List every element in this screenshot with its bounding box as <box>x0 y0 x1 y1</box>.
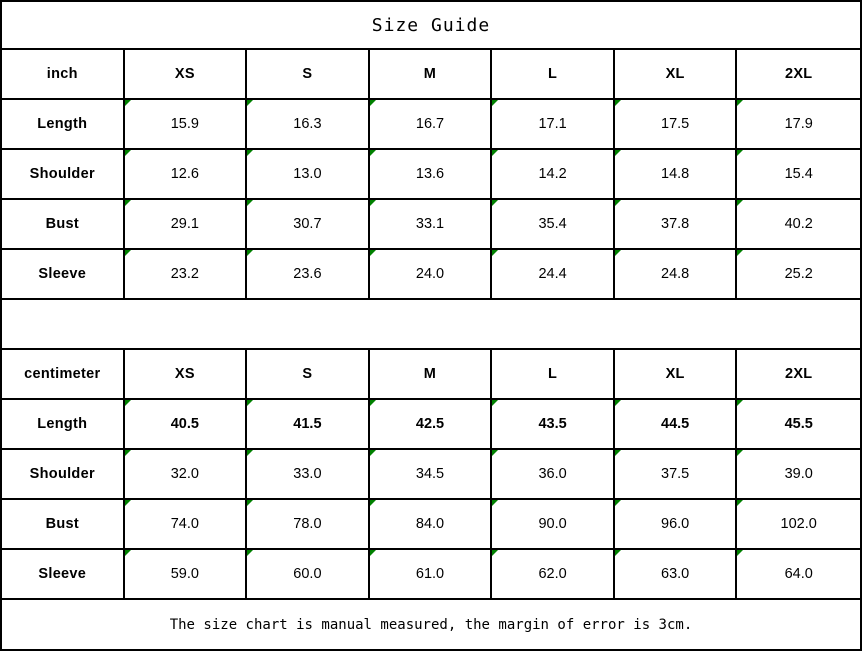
value-cell: 96.0 <box>614 500 738 550</box>
page-title: Size Guide <box>2 2 860 50</box>
col-header-2xl: 2XL <box>737 50 860 100</box>
value-cell: 17.9 <box>737 100 860 150</box>
col-header-l: L <box>492 50 615 100</box>
row-label-shoulder: Shoulder <box>2 150 125 200</box>
footer-note: The size chart is manual measured, the m… <box>169 616 693 633</box>
value-cell: 90.0 <box>492 500 615 550</box>
value-cell: 43.5 <box>492 400 615 450</box>
value-cell: 13.6 <box>369 150 493 200</box>
row-label-length: Length <box>2 100 125 150</box>
value-cell: 102.0 <box>737 500 860 550</box>
col-header-xs: XS <box>124 50 248 100</box>
value-cell: 59.0 <box>124 550 248 600</box>
value-cell: 33.0 <box>247 450 370 500</box>
col-header-s: S <box>247 50 370 100</box>
value-cell: 12.6 <box>124 150 248 200</box>
value-cell: 13.0 <box>247 150 370 200</box>
row-label-bust: Bust <box>2 500 125 550</box>
value-cell: 14.8 <box>614 150 738 200</box>
value-cell: 44.5 <box>614 400 738 450</box>
row-label-bust: Bust <box>2 200 125 250</box>
value-cell: 45.5 <box>737 400 860 450</box>
value-cell: 24.4 <box>492 250 615 300</box>
value-cell: 29.1 <box>124 200 248 250</box>
value-cell: 23.2 <box>124 250 248 300</box>
value-cell: 17.1 <box>492 100 615 150</box>
value-cell: 60.0 <box>247 550 370 600</box>
value-cell: 37.8 <box>614 200 738 250</box>
col-header-xs: XS <box>124 350 248 400</box>
col-header-s: S <box>247 350 370 400</box>
value-cell: 24.0 <box>369 250 493 300</box>
value-cell: 17.5 <box>614 100 738 150</box>
value-cell: 74.0 <box>124 500 248 550</box>
col-header-2xl: 2XL <box>737 350 860 400</box>
value-cell: 63.0 <box>614 550 738 600</box>
value-cell: 36.0 <box>492 450 615 500</box>
value-cell: 42.5 <box>369 400 493 450</box>
col-header-xl: XL <box>614 50 738 100</box>
value-cell: 15.9 <box>124 100 248 150</box>
unit-header-inch: inch <box>2 50 125 100</box>
col-header-m: M <box>369 350 493 400</box>
value-cell: 25.2 <box>737 250 860 300</box>
col-header-l: L <box>492 350 615 400</box>
row-label-shoulder: Shoulder <box>2 450 125 500</box>
value-cell: 33.1 <box>369 200 493 250</box>
value-cell: 84.0 <box>369 500 493 550</box>
value-cell: 39.0 <box>737 450 860 500</box>
value-cell: 40.2 <box>737 200 860 250</box>
row-label-sleeve: Sleeve <box>2 550 125 600</box>
value-cell: 24.8 <box>614 250 738 300</box>
value-cell: 16.7 <box>369 100 493 150</box>
col-header-m: M <box>369 50 493 100</box>
row-label-length: Length <box>2 400 125 450</box>
value-cell: 15.4 <box>737 150 860 200</box>
value-cell: 34.5 <box>369 450 493 500</box>
value-cell: 41.5 <box>247 400 370 450</box>
value-cell: 64.0 <box>737 550 860 600</box>
value-cell: 16.3 <box>247 100 370 150</box>
value-cell: 32.0 <box>124 450 248 500</box>
value-cell: 23.6 <box>247 250 370 300</box>
value-cell: 14.2 <box>492 150 615 200</box>
row-label-sleeve: Sleeve <box>2 250 125 300</box>
value-cell: 61.0 <box>369 550 493 600</box>
unit-header-centimeter: centimeter <box>2 350 125 400</box>
value-cell: 62.0 <box>492 550 615 600</box>
value-cell: 40.5 <box>124 400 248 450</box>
value-cell: 30.7 <box>247 200 370 250</box>
value-cell: 35.4 <box>492 200 615 250</box>
table-spacer <box>2 300 860 350</box>
value-cell: 37.5 <box>614 450 738 500</box>
value-cell: 78.0 <box>247 500 370 550</box>
col-header-xl: XL <box>614 350 738 400</box>
